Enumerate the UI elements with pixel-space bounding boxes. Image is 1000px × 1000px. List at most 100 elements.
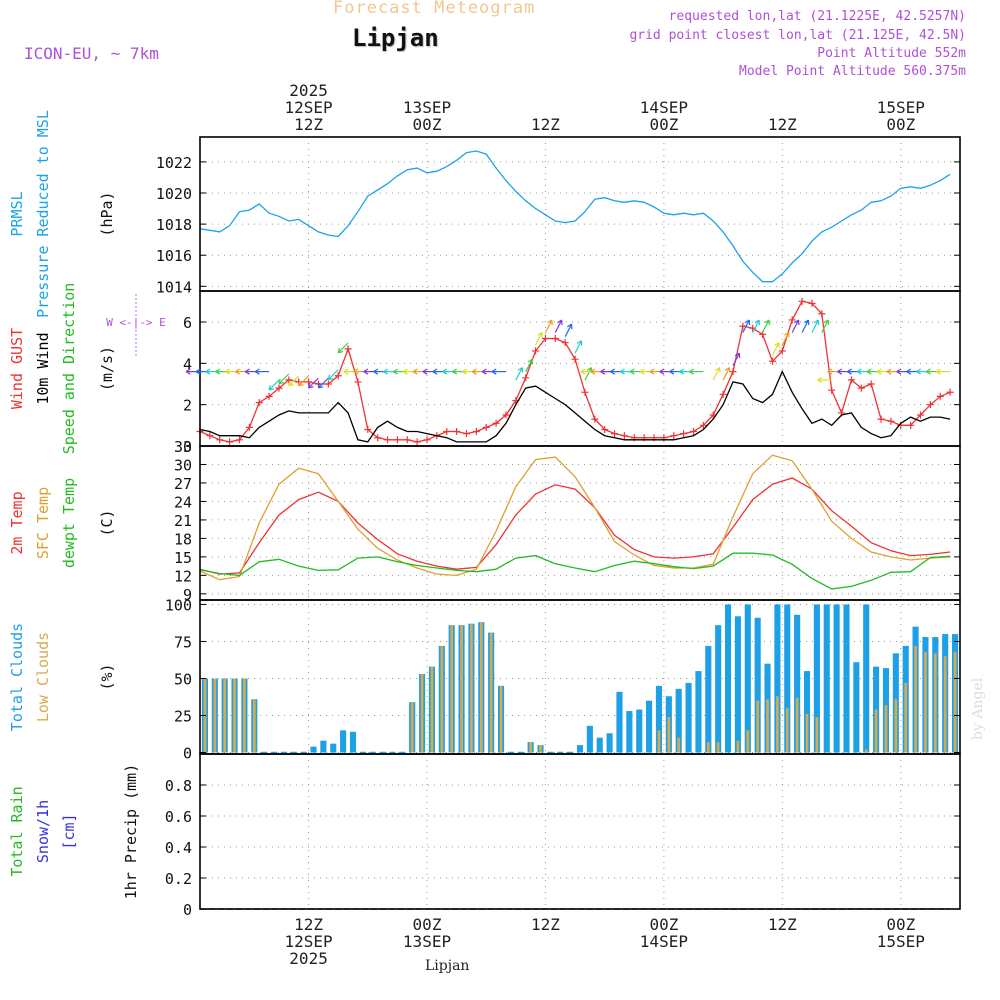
total-cloud-bar [715, 625, 722, 753]
gust-marker [847, 376, 855, 384]
gust-marker [522, 374, 530, 382]
wind-direction-arrow [813, 319, 820, 326]
low-cloud-bar [746, 730, 750, 753]
panel-label: Wind GUST [8, 328, 26, 409]
wind-direction-arrow [610, 368, 616, 375]
gust-marker [364, 425, 372, 433]
wind-direction-arrow [771, 342, 780, 356]
bottom-time-label: 13SEP [403, 932, 451, 951]
wind-direction-arrow [876, 368, 882, 375]
low-cloud-bar [489, 632, 493, 753]
wind-direction-arrow [712, 367, 721, 381]
gust-marker [601, 425, 609, 433]
wind-direction-arrow [590, 368, 596, 375]
gust-marker [798, 297, 806, 305]
wind-direction-arrow [866, 368, 872, 375]
bottom-time-label: 12Z [294, 915, 323, 934]
requested-coordinates: requested lon,lat (21.1225E, 42.5257N) [668, 9, 966, 24]
grid-point-coordinates: grid point closest lon,lat (21.125E, 42.… [629, 28, 966, 43]
panel-label: Total Rain [8, 786, 26, 876]
bottom-time-label: 2025 [289, 949, 328, 968]
wind-direction-arrow [896, 368, 902, 375]
low-cloud-bar [884, 705, 888, 753]
total-cloud-bar [576, 745, 584, 753]
gust-marker [472, 428, 480, 436]
wind-direction-arrow [669, 368, 675, 375]
series-line-dewpt [199, 552, 951, 590]
total-cloud-bar [843, 604, 850, 753]
bottom-time-label: 14SEP [640, 932, 688, 951]
gust-marker [305, 378, 313, 386]
wind-direction-arrow [327, 369, 339, 381]
total-cloud-bar [616, 691, 623, 753]
panel-frame [199, 290, 961, 447]
wind-direction-arrow [649, 368, 655, 375]
total-cloud-bar [606, 733, 613, 753]
wind-direction-arrow [754, 319, 761, 326]
gust-marker [739, 322, 747, 330]
gust-marker [778, 347, 786, 355]
total-cloud-bar [675, 688, 682, 753]
wind-direction-arrow [278, 378, 284, 385]
gust-marker [887, 417, 895, 425]
total-cloud-bar [586, 725, 593, 753]
gust-marker [265, 392, 273, 400]
gust-marker [255, 399, 263, 407]
total-cloud-bar [774, 604, 781, 753]
gust-marker [788, 316, 796, 324]
wind-direction-arrow [491, 368, 497, 375]
series-line-t2m [199, 477, 951, 575]
top-time-label: 14SEP [640, 98, 688, 117]
y-tick-label: 2 [183, 397, 192, 415]
gust-marker [423, 436, 431, 444]
y-tick-label: 0 [183, 901, 192, 919]
panel-label: Low Clouds [34, 632, 52, 722]
wind-direction-arrow [185, 368, 191, 375]
total-cloud-bar [813, 604, 820, 753]
total-cloud-bar [784, 604, 791, 753]
gust-marker [690, 428, 698, 436]
gust-marker [245, 423, 253, 431]
low-cloud-bar [677, 737, 681, 753]
y-tick-label: 0 [183, 745, 192, 763]
total-cloud-bar [754, 617, 761, 753]
total-cloud-bar [853, 662, 860, 753]
y-tick-label: 100 [165, 596, 192, 614]
wind-direction-arrow [535, 332, 543, 346]
gust-marker [206, 432, 214, 440]
total-cloud-bar [833, 604, 840, 753]
low-cloud-bar [805, 714, 809, 753]
panel-clouds: 0 25 50 75 100 Total Clouds Low Clouds (%) [8, 596, 961, 763]
wind-direction-arrow [629, 368, 635, 375]
top-time-label: 00Z [649, 115, 678, 134]
gust-marker [216, 436, 224, 444]
gust-marker [808, 299, 816, 307]
wind-direction-arrow [679, 368, 685, 375]
gust-marker [393, 436, 401, 444]
wind-direction-arrow [402, 368, 408, 375]
low-cloud-bar [529, 742, 532, 753]
wind-direction-arrow [268, 379, 280, 391]
total-cloud-bar [330, 743, 337, 753]
wind-direction-arrow [584, 367, 592, 381]
panel-frame [199, 753, 961, 910]
low-cloud-bar [716, 742, 720, 753]
wind-direction-arrow [195, 368, 201, 375]
wind-direction-arrow [481, 368, 487, 375]
wind-direction-arrow [774, 342, 780, 348]
wind-direction-arrow [343, 368, 349, 375]
wind-direction-arrow [525, 359, 533, 373]
wind-direction-arrow [337, 347, 344, 354]
y-tick-label: 50 [174, 670, 192, 688]
y-tick-label: 12 [174, 567, 192, 585]
low-cloud-bar [479, 622, 483, 753]
total-cloud-bar [646, 700, 653, 753]
wind-direction-arrow [278, 373, 290, 385]
gust-marker [719, 390, 727, 398]
panel-label: [cm] [60, 813, 78, 849]
wind-direction-arrow [724, 367, 731, 373]
wind-direction-arrow [432, 368, 438, 375]
wind-direction-arrow [554, 319, 563, 333]
